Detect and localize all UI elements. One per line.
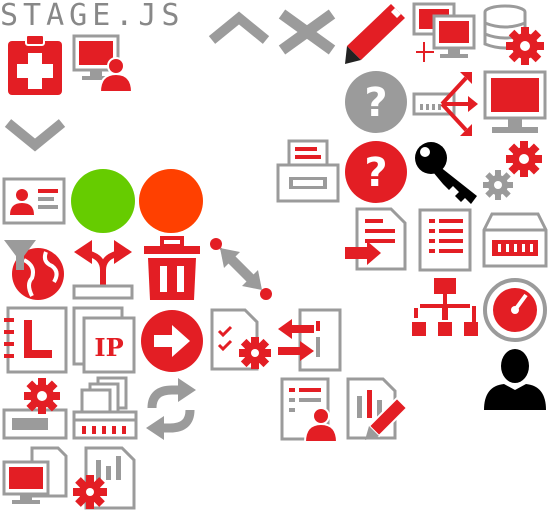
ip-label: IP [94,333,123,362]
user-report-icon[interactable] [279,376,341,443]
green-circle-icon[interactable] [70,168,136,234]
key-icon[interactable] [413,140,479,206]
ip-address-icon[interactable]: IP [72,306,136,374]
user-silhouette-icon[interactable] [482,346,548,412]
gauge-icon[interactable] [482,277,548,343]
help-red-icon[interactable]: ? [343,139,409,205]
refresh-icon[interactable] [140,378,202,440]
gears-icon[interactable] [480,139,548,203]
filter-globe-icon[interactable] [2,238,68,302]
database-settings-icon[interactable] [481,4,547,66]
transfer-panel-icon[interactable] [276,307,342,373]
monitor-documents-icon[interactable] [2,446,68,512]
printer-icon[interactable] [275,139,341,205]
chevron-up-icon[interactable] [206,10,272,46]
computer-user-icon[interactable] [72,34,134,93]
clipboard-medical-icon[interactable] [6,33,64,97]
rack-arrows-icon[interactable] [412,68,478,136]
document-settings-icon[interactable] [72,446,138,512]
monitor-icon[interactable] [482,69,548,137]
trash-icon[interactable] [142,236,202,302]
list-document-icon[interactable] [417,207,473,273]
id-card-icon[interactable] [2,177,66,227]
help-gray-icon[interactable]: ? [343,69,409,135]
arrow-right-circle-icon[interactable] [140,309,204,373]
close-x-icon[interactable] [276,9,338,55]
edit-report-icon[interactable] [345,376,409,442]
svg-text:?: ? [364,150,387,196]
task-settings-icon[interactable] [209,307,273,373]
org-chart-icon[interactable] [412,276,478,342]
orange-circle-icon[interactable] [138,168,204,234]
document-import-icon[interactable] [343,207,409,273]
svg-text:?: ? [364,80,387,126]
chevron-down-icon[interactable] [4,117,66,153]
server-icon[interactable] [482,212,548,268]
resize-arrows-icon[interactable] [208,236,274,302]
split-arrows-icon[interactable] [70,238,136,302]
stage-logo: STAGE.JS [0,0,185,33]
log-book-icon[interactable] [2,306,68,374]
networked-computers-icon[interactable] [410,2,478,66]
network-folders-icon[interactable] [72,376,138,442]
pencil-icon[interactable] [343,2,409,66]
drive-settings-icon[interactable] [2,376,68,442]
